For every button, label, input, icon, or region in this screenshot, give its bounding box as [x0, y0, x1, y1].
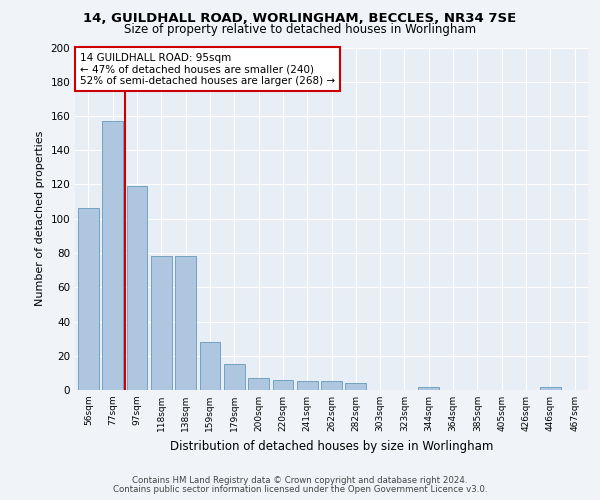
Text: Contains public sector information licensed under the Open Government Licence v3: Contains public sector information licen…: [113, 484, 487, 494]
Text: 14, GUILDHALL ROAD, WORLINGHAM, BECCLES, NR34 7SE: 14, GUILDHALL ROAD, WORLINGHAM, BECCLES,…: [83, 12, 517, 26]
Bar: [321, 382, 342, 390]
Bar: [540, 386, 560, 390]
Bar: [127, 186, 148, 390]
Text: Contains HM Land Registry data © Crown copyright and database right 2024.: Contains HM Land Registry data © Crown c…: [132, 476, 468, 485]
Bar: [103, 121, 123, 390]
Bar: [346, 383, 366, 390]
Text: 14 GUILDHALL ROAD: 95sqm
← 47% of detached houses are smaller (240)
52% of semi-: 14 GUILDHALL ROAD: 95sqm ← 47% of detach…: [80, 52, 335, 86]
Bar: [151, 256, 172, 390]
Bar: [224, 364, 245, 390]
Bar: [297, 382, 317, 390]
Y-axis label: Number of detached properties: Number of detached properties: [35, 131, 45, 306]
Bar: [272, 380, 293, 390]
Bar: [175, 256, 196, 390]
Text: Size of property relative to detached houses in Worlingham: Size of property relative to detached ho…: [124, 22, 476, 36]
Bar: [248, 378, 269, 390]
Bar: [78, 208, 99, 390]
Bar: [418, 386, 439, 390]
Bar: [200, 342, 220, 390]
X-axis label: Distribution of detached houses by size in Worlingham: Distribution of detached houses by size …: [170, 440, 493, 452]
